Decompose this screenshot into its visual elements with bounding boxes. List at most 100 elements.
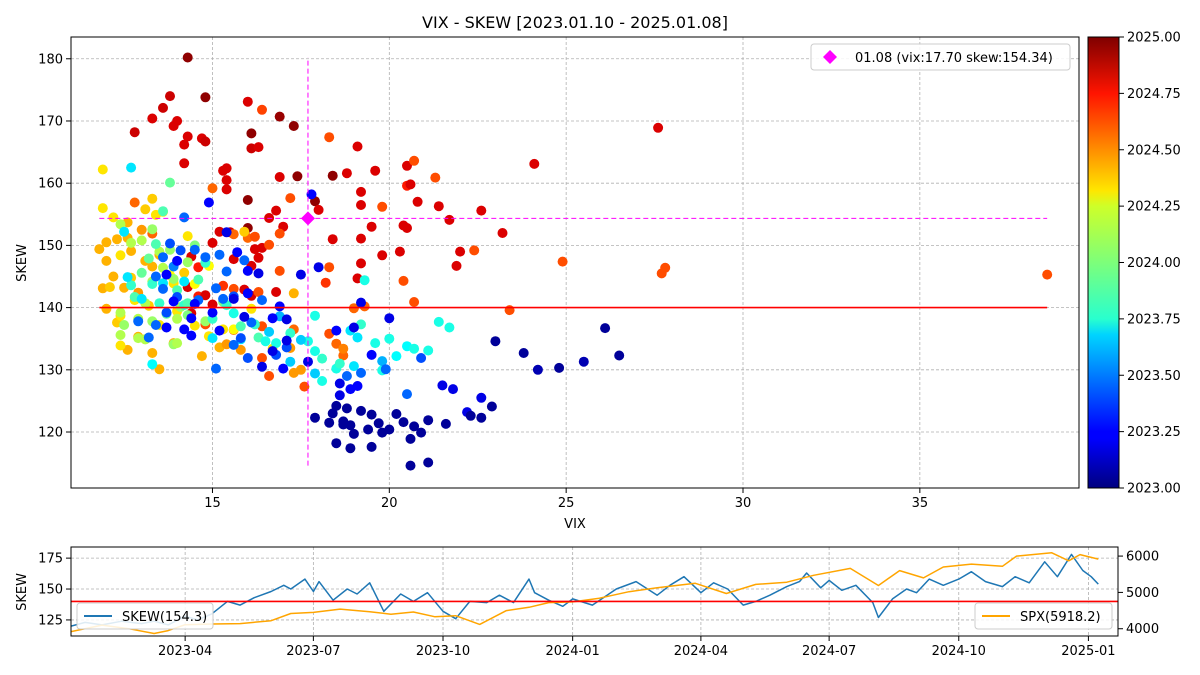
scatter-point — [119, 226, 130, 237]
scatter-point — [172, 255, 183, 266]
colorbar-tick-label: 2023.75 — [1127, 312, 1181, 327]
sub-y-ticks: 125 150 175 — [38, 552, 71, 628]
y-tick-label: 140 — [38, 301, 63, 316]
scatter-point — [207, 333, 218, 344]
x-tick-label: 35 — [912, 496, 929, 511]
scatter-point — [423, 415, 434, 426]
scatter-point — [288, 121, 299, 131]
scatter-point — [444, 214, 455, 225]
skew-series-line — [71, 553, 1099, 627]
scatter-point — [600, 323, 611, 334]
scatter-point — [281, 314, 292, 325]
scatter-point — [377, 427, 388, 438]
scatter-point — [518, 348, 529, 358]
scatter-point — [115, 219, 126, 230]
scatter-point — [115, 307, 126, 318]
scatter-point — [200, 252, 211, 263]
main-grid — [71, 37, 1079, 488]
scatter-point — [409, 297, 420, 307]
scatter-point — [448, 384, 458, 395]
scatter-point — [147, 261, 158, 272]
scatter-point — [150, 239, 161, 250]
scatter-point — [221, 184, 232, 195]
scatter-point — [377, 201, 388, 212]
scatter-point — [384, 333, 395, 344]
scatter-point — [161, 307, 172, 318]
scatter-point — [416, 427, 427, 438]
scatter-point — [377, 250, 388, 261]
scatter-point — [490, 336, 501, 347]
scatter-point — [101, 303, 112, 314]
scatter-point — [444, 322, 455, 333]
scatter-point — [352, 141, 363, 152]
scatter-point — [133, 316, 144, 327]
scatter-point — [380, 364, 391, 375]
chart-title: VIX - SKEW [2023.01.10 - 2025.01.08] — [422, 13, 728, 32]
sub-y2-tick-label: 5000 — [1126, 586, 1159, 601]
scatter-point — [242, 265, 253, 276]
spx-legend-label: SPX(5918.2) — [1020, 610, 1101, 625]
scatter-point — [317, 376, 328, 386]
scatter-point — [373, 418, 384, 429]
scatter-point — [334, 378, 345, 389]
scatter-point — [331, 438, 342, 449]
spx-legend: SPX(5918.2) — [974, 602, 1113, 630]
scatter-point — [246, 128, 257, 139]
x-axis-label: VIX — [564, 517, 586, 532]
scatter-point — [327, 170, 338, 181]
scatter-point — [409, 155, 420, 166]
scatter-point — [182, 231, 193, 242]
scatter-point — [115, 250, 126, 261]
scatter-point — [363, 424, 374, 435]
scatter-point — [267, 313, 278, 324]
scatter-point — [327, 408, 338, 419]
scatter-point — [317, 353, 328, 364]
scatter-point — [253, 268, 264, 279]
scatter-point — [235, 333, 246, 344]
scatter-point — [370, 338, 381, 349]
sub-x-tick-label: 2024-01 — [545, 644, 599, 659]
timeseries-chart: 2023-04 2023-07 2023-10 2024-01 2024-04 2024-… — [15, 546, 1159, 659]
scatter-point — [165, 91, 175, 102]
scatter-point — [313, 262, 324, 273]
scatter-point — [235, 321, 246, 332]
y-tick-label: 130 — [38, 363, 63, 378]
scatter-point — [221, 163, 232, 174]
scatter-point — [126, 237, 137, 248]
sub-x-tick-label: 2025-01 — [1061, 644, 1115, 659]
scatter-point — [423, 457, 434, 468]
scatter-point — [175, 245, 186, 256]
x-tick-label: 20 — [381, 496, 398, 511]
scatter-point — [147, 193, 158, 204]
scatter-point — [394, 246, 405, 257]
scatter-point — [186, 330, 197, 341]
scatter-point — [433, 316, 444, 327]
scatter-point — [327, 234, 338, 245]
scatter-point — [412, 196, 423, 207]
scatter-point — [172, 313, 183, 324]
main-y-ticks: 120 130 140 150 160 170 180 — [38, 52, 71, 441]
scatter-point — [313, 204, 324, 215]
colorbar-tick-label: 2023.00 — [1127, 482, 1181, 497]
scatter-point — [278, 363, 289, 374]
scatter-point — [94, 244, 105, 255]
scatter-point — [359, 275, 370, 286]
scatter-point — [504, 305, 515, 316]
scatter-point — [310, 310, 320, 321]
scatter-point — [366, 349, 377, 360]
colorbar-tick-label: 2023.50 — [1127, 369, 1181, 384]
scatter-point — [242, 195, 253, 205]
scatter-point — [356, 200, 366, 210]
scatter-point — [129, 197, 140, 208]
scatter-point — [200, 136, 211, 147]
scatter-point — [228, 283, 239, 294]
scatter-point — [179, 158, 190, 169]
scatter-point — [136, 293, 147, 304]
scatter-point — [345, 443, 356, 454]
scatter-point — [126, 162, 137, 173]
scatter-point — [179, 212, 190, 223]
scatter-chart: VIX - SKEW [2023.01.10 - 2025.01.08] 15 2… — [15, 13, 1080, 532]
scatter-point — [331, 325, 342, 336]
scatter-point — [158, 102, 168, 113]
